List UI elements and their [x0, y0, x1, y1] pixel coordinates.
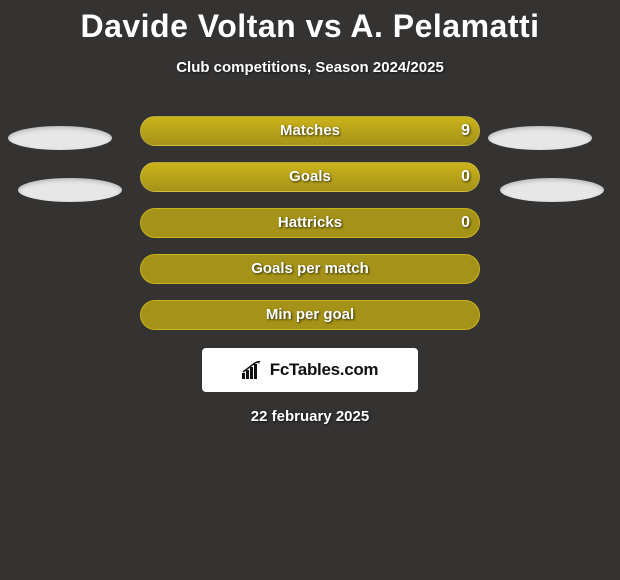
- stat-label: Goals: [140, 162, 480, 192]
- date-label: 22 february 2025: [0, 408, 620, 425]
- player-avatar-shadow: [488, 126, 592, 150]
- page-title: Davide Voltan vs A. Pelamatti: [0, 0, 620, 45]
- player-avatar-shadow: [500, 178, 604, 202]
- player-avatar-shadow: [8, 126, 112, 150]
- stat-label: Goals per match: [140, 254, 480, 284]
- stat-value-right: 0: [461, 208, 470, 238]
- stat-label: Min per goal: [140, 300, 480, 330]
- brand-text: FcTables.com: [270, 360, 379, 380]
- stat-label: Matches: [140, 116, 480, 146]
- stat-label: Hattricks: [140, 208, 480, 238]
- stat-row: Min per goal: [0, 300, 620, 330]
- brand-card: FcTables.com: [202, 348, 418, 392]
- stat-row: Goals per match: [0, 254, 620, 284]
- stat-value-right: 0: [461, 162, 470, 192]
- stat-row: Hattricks0: [0, 208, 620, 238]
- brand-chart-icon: [242, 361, 264, 379]
- stat-value-right: 9: [461, 116, 470, 146]
- subtitle: Club competitions, Season 2024/2025: [0, 59, 620, 76]
- player-avatar-shadow: [18, 178, 122, 202]
